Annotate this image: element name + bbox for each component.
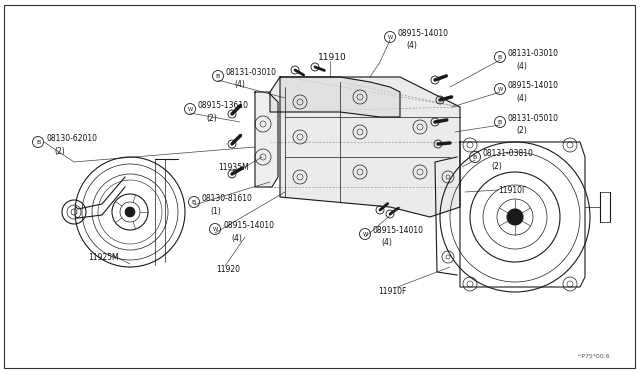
Text: W: W: [362, 231, 367, 237]
Text: ^P75*00:6: ^P75*00:6: [577, 355, 610, 359]
Text: 11920: 11920: [216, 266, 240, 275]
Polygon shape: [280, 77, 460, 217]
Text: B: B: [473, 154, 477, 160]
Text: (4): (4): [406, 41, 417, 49]
Text: 11910: 11910: [318, 52, 347, 61]
Text: 08131-03810: 08131-03810: [483, 148, 534, 157]
Text: 08915-13610: 08915-13610: [198, 100, 249, 109]
Text: 11910Γ: 11910Γ: [498, 186, 526, 195]
Text: (4): (4): [381, 237, 392, 247]
Text: W: W: [212, 227, 218, 231]
Text: 08915-14010: 08915-14010: [223, 221, 274, 230]
Text: 08131-03010: 08131-03010: [226, 67, 277, 77]
Text: 08131-05010: 08131-05010: [508, 113, 559, 122]
Text: (2): (2): [54, 147, 65, 155]
Text: (4): (4): [231, 234, 242, 243]
Text: (4): (4): [516, 93, 527, 103]
Text: (2): (2): [491, 161, 502, 170]
Text: 11910F: 11910F: [378, 288, 406, 296]
Text: B: B: [216, 74, 220, 78]
Text: (4): (4): [516, 61, 527, 71]
Circle shape: [125, 207, 135, 217]
Text: 08130-81610: 08130-81610: [202, 193, 253, 202]
Text: (2): (2): [516, 125, 527, 135]
Text: B: B: [192, 199, 196, 205]
Text: B: B: [498, 55, 502, 60]
Polygon shape: [270, 77, 400, 117]
Text: 11925M: 11925M: [88, 253, 118, 262]
Polygon shape: [255, 92, 278, 187]
Text: 08915-14010: 08915-14010: [373, 225, 424, 234]
Text: W: W: [497, 87, 502, 92]
Text: 08915-14010: 08915-14010: [508, 80, 559, 90]
Text: 08130-62010: 08130-62010: [46, 134, 97, 142]
Circle shape: [507, 209, 523, 225]
Text: 08131-03010: 08131-03010: [508, 48, 559, 58]
Text: (2): (2): [206, 113, 217, 122]
Text: W: W: [387, 35, 392, 39]
Text: W: W: [188, 106, 193, 112]
Text: (4): (4): [234, 80, 245, 89]
Text: B: B: [36, 140, 40, 144]
Text: 08915-14010: 08915-14010: [398, 29, 449, 38]
Text: 11935M: 11935M: [218, 163, 249, 171]
Text: B: B: [498, 119, 502, 125]
Text: (1): (1): [210, 206, 221, 215]
